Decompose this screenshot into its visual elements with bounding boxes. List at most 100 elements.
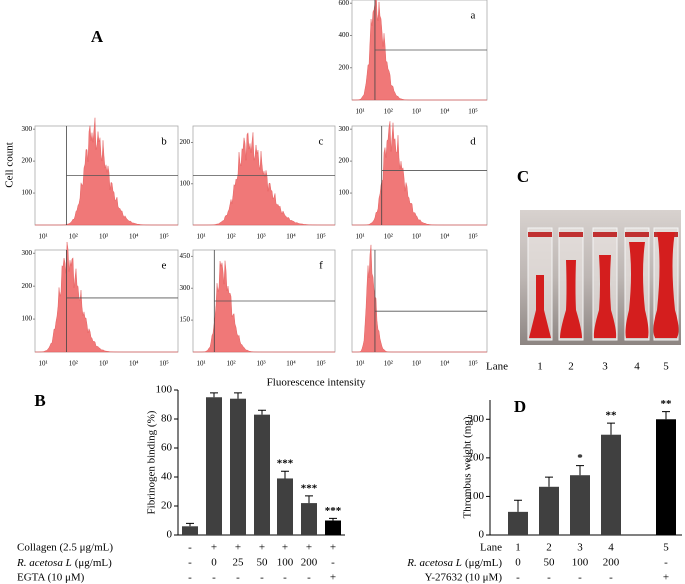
x-tick-label: 10² bbox=[226, 233, 235, 241]
lane-number: 5 bbox=[663, 361, 669, 373]
x-axis-label: Fluorescence intensity bbox=[267, 377, 366, 389]
histogram bbox=[34, 241, 178, 353]
row-label: Lane bbox=[480, 542, 502, 554]
error-bar bbox=[329, 517, 337, 521]
error-bar bbox=[210, 392, 218, 398]
table-cell: + bbox=[306, 542, 312, 554]
bar bbox=[301, 503, 317, 535]
bar bbox=[601, 434, 621, 535]
x-tick-label: 10¹ bbox=[355, 108, 364, 116]
error-bar bbox=[305, 495, 313, 504]
x-tick-label: 10⁴ bbox=[129, 360, 139, 368]
x-tick-label: 10⁵ bbox=[159, 233, 169, 241]
table-cell: - bbox=[236, 572, 240, 584]
table-cell: - bbox=[188, 557, 192, 569]
y-tick-label: 80 bbox=[161, 413, 173, 425]
table-cell: 1 bbox=[515, 542, 521, 554]
y-tick-label: 200 bbox=[22, 157, 33, 165]
clot bbox=[653, 232, 679, 338]
y-tick-label: 200 bbox=[180, 138, 191, 146]
histogram bbox=[352, 244, 487, 353]
panel-sublabel: f bbox=[319, 260, 323, 272]
x-tick-label: 10⁴ bbox=[286, 360, 296, 368]
x-tick-label: 10² bbox=[384, 233, 393, 241]
bar bbox=[254, 414, 270, 535]
y-tick-label: 300 bbox=[339, 125, 350, 133]
table-cell: 200 bbox=[301, 557, 318, 569]
table-cell: 3 bbox=[577, 542, 583, 554]
y-axis-label: Fibrinogen binding (%) bbox=[146, 410, 158, 514]
x-tick-label: 10¹ bbox=[355, 360, 364, 368]
x-tick-label: 10¹ bbox=[355, 233, 364, 241]
significance: ** bbox=[661, 398, 673, 410]
row-label: R. acetosa L (μg/mL) bbox=[16, 557, 112, 569]
lane-number: 4 bbox=[634, 361, 640, 373]
x-tick-label: 10³ bbox=[412, 108, 421, 116]
lane-number: 3 bbox=[602, 361, 608, 373]
table-cell: 4 bbox=[608, 542, 614, 554]
x-tick-label: 10¹ bbox=[38, 233, 47, 241]
x-tick-label: 10³ bbox=[256, 233, 265, 241]
panel-sublabel: b bbox=[161, 136, 167, 148]
error-bar bbox=[234, 392, 242, 399]
x-tick-label: 10⁴ bbox=[129, 233, 139, 241]
x-tick-label: 10³ bbox=[99, 233, 108, 241]
y-axis-label: Cell count bbox=[4, 142, 16, 188]
x-tick-label: 10⁵ bbox=[159, 360, 169, 368]
table-cell: - bbox=[664, 557, 668, 569]
x-tick-label: 10¹ bbox=[196, 233, 205, 241]
y-tick-label: 400 bbox=[339, 31, 350, 39]
error-bar bbox=[662, 411, 670, 420]
x-tick-label: 10³ bbox=[256, 360, 265, 368]
error-bar bbox=[258, 409, 266, 415]
x-tick-label: 10² bbox=[69, 360, 78, 368]
significance: *** bbox=[325, 505, 342, 517]
y-tick-label: 450 bbox=[180, 252, 191, 260]
table-cell: - bbox=[212, 572, 216, 584]
y-tick-label: 150 bbox=[180, 316, 191, 324]
error-bar bbox=[514, 499, 522, 512]
error-bar bbox=[607, 422, 615, 435]
row-label: Collagen (2.5 μg/mL) bbox=[17, 542, 113, 554]
histogram bbox=[193, 260, 335, 353]
table-cell: + bbox=[282, 542, 288, 554]
panel-label: D bbox=[514, 397, 526, 416]
panel-label: A bbox=[91, 27, 104, 46]
error-bar bbox=[281, 470, 289, 479]
y-tick-label: 300 bbox=[180, 284, 191, 292]
row-label: R. acetosa L (μg/mL) bbox=[406, 557, 502, 569]
x-tick-label: 10¹ bbox=[196, 360, 205, 368]
x-tick-label: 10² bbox=[226, 360, 235, 368]
y-tick-label: 20 bbox=[161, 500, 173, 512]
x-tick-label: 10⁴ bbox=[440, 360, 450, 368]
tube-rim bbox=[593, 232, 617, 237]
bar bbox=[277, 478, 293, 535]
significance: ** bbox=[606, 410, 618, 422]
x-tick-label: 10³ bbox=[412, 233, 421, 241]
x-tick-label: 10¹ bbox=[38, 360, 47, 368]
error-bar bbox=[576, 465, 584, 476]
y-tick-label: 200 bbox=[339, 63, 350, 71]
table-cell: + bbox=[330, 542, 336, 554]
y-tick-label: 100 bbox=[22, 189, 33, 197]
clot bbox=[560, 260, 582, 338]
table-cell: + bbox=[663, 572, 669, 584]
clot bbox=[593, 255, 617, 338]
bar bbox=[325, 520, 341, 535]
table-cell: + bbox=[235, 542, 241, 554]
lane-number: 2 bbox=[568, 361, 574, 373]
panel-sublabel: a bbox=[471, 10, 476, 22]
x-tick-label: 10⁴ bbox=[286, 233, 296, 241]
table-cell: + bbox=[211, 542, 217, 554]
y-tick-label: 100 bbox=[339, 189, 350, 197]
table-cell: 100 bbox=[572, 557, 589, 569]
y-tick-label: 100 bbox=[22, 315, 33, 323]
table-cell: 5 bbox=[663, 542, 669, 554]
y-tick-label: 600 bbox=[339, 0, 350, 7]
x-tick-label: 10² bbox=[69, 233, 78, 241]
table-cell: - bbox=[609, 572, 613, 584]
table-cell: - bbox=[547, 572, 551, 584]
significance: * bbox=[577, 452, 583, 464]
y-tick-label: 200 bbox=[468, 451, 485, 463]
y-tick-label: 0 bbox=[479, 529, 485, 541]
